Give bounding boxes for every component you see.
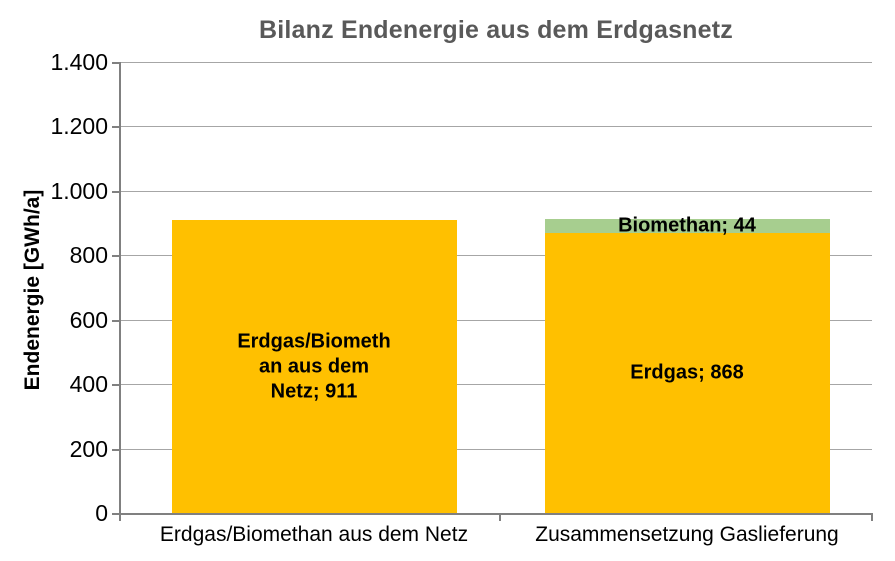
bar-segment-biomethan: Biomethan; 44 (544, 215, 830, 237)
y-tick-label: 1.400 (50, 49, 108, 75)
gridline (120, 126, 872, 127)
x-tick-mark (499, 513, 501, 521)
chart-title: Bilanz Endenergie aus dem Erdgasnetz (259, 16, 733, 44)
category-label: Erdgas/Biomethan aus dem Netz (159, 523, 469, 546)
y-tick-label: 800 (69, 242, 108, 268)
gridline (120, 191, 872, 192)
y-tick-label: 200 (69, 436, 108, 462)
data-label: Erdgas; 868 (630, 361, 744, 384)
gridline (120, 449, 872, 450)
y-tick-mark (112, 384, 120, 386)
y-axis-line (119, 62, 121, 514)
bar-segment-erdgas: Erdgas; 868 (544, 233, 830, 513)
x-axis-line (119, 513, 873, 515)
y-axis-title: Endenergie [GWh/a] (21, 189, 44, 391)
y-tick-mark (112, 449, 120, 451)
y-tick-label: 400 (69, 371, 108, 397)
data-label: Erdgas/Biometh an aus dem Netz; 911 (237, 330, 391, 402)
y-tick-mark (112, 513, 120, 515)
y-tick-label: 0 (95, 500, 108, 526)
bar-segment-erdgas-biomethan-aus-dem-netz: Erdgas/Biometh an aus dem Netz; 911 (171, 220, 457, 513)
y-tick-mark (112, 191, 120, 193)
y-tick-mark (112, 255, 120, 257)
y-tick-mark (112, 62, 120, 64)
y-tick-label: 1.000 (50, 178, 108, 204)
category-label: Zusammensetzung Gaslieferung (535, 523, 839, 546)
y-tick-label: 1.200 (50, 113, 108, 139)
x-tick-mark (119, 513, 121, 521)
gridline (120, 62, 872, 63)
gridline (120, 320, 872, 321)
gridline (120, 384, 872, 385)
y-tick-mark (112, 126, 120, 128)
x-tick-mark (871, 513, 873, 521)
y-tick-mark (112, 320, 120, 322)
y-tick-label: 600 (69, 307, 108, 333)
gridline (120, 255, 872, 256)
